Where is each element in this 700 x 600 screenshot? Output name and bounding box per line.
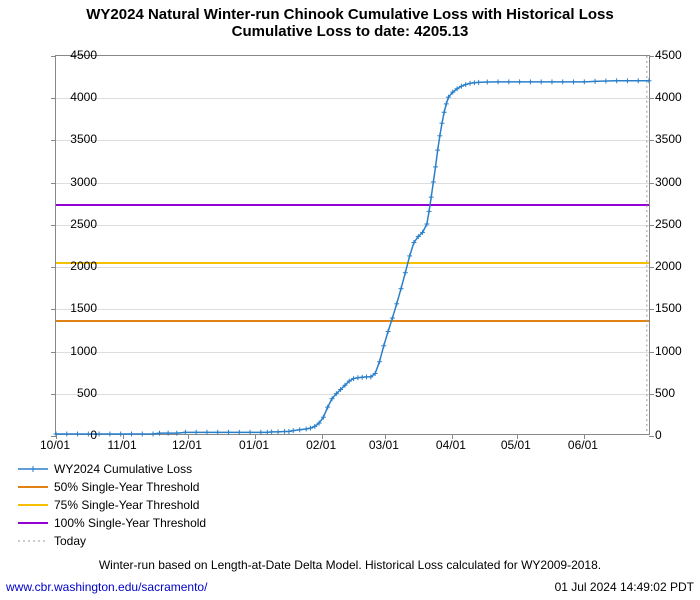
legend-swatch: [18, 480, 48, 494]
legend-label: WY2024 Cumulative Loss: [54, 462, 192, 476]
y-tick-label-right: 2500: [655, 217, 700, 231]
chart-title: WY2024 Natural Winter-run Chinook Cumula…: [0, 0, 700, 40]
legend: WY2024 Cumulative Loss 50% Single-Year Th…: [18, 460, 206, 550]
y-tick-label-right: 0: [655, 428, 700, 442]
legend-item: 100% Single-Year Threshold: [18, 514, 206, 532]
legend-label: Today: [54, 534, 86, 548]
legend-item: Today: [18, 532, 206, 550]
legend-swatch: [18, 516, 48, 530]
x-tick-label: 10/01: [40, 438, 70, 452]
y-tick-label-left: 3000: [52, 175, 97, 189]
legend-swatch: [18, 462, 48, 476]
footnote: Winter-run based on Length-at-Date Delta…: [0, 558, 700, 572]
x-tick-label: 11/01: [107, 438, 136, 452]
generation-timestamp: 01 Jul 2024 14:49:02 PDT: [555, 580, 694, 594]
y-tick-label-right: 4500: [655, 48, 700, 62]
y-tick-label-left: 1500: [52, 301, 97, 315]
series-line: [56, 81, 649, 434]
legend-swatch: [18, 498, 48, 512]
title-line-1: WY2024 Natural Winter-run Chinook Cumula…: [0, 6, 700, 23]
y-tick-label-left: 4000: [52, 90, 97, 104]
legend-item: WY2024 Cumulative Loss: [18, 460, 206, 478]
x-tick-label: 01/01: [239, 438, 269, 452]
legend-swatch: [18, 534, 48, 548]
y-tick-label-right: 4000: [655, 90, 700, 104]
plot-area: [55, 55, 650, 435]
legend-item: 75% Single-Year Threshold: [18, 496, 206, 514]
source-url: www.cbr.washington.edu/sacramento/: [6, 580, 207, 594]
y-tick-label-left: 2000: [52, 259, 97, 273]
legend-label: 75% Single-Year Threshold: [54, 498, 199, 512]
y-tick-label-right: 1000: [655, 344, 700, 358]
title-line-2: Cumulative Loss to date: 4205.13: [0, 23, 700, 40]
y-tick-label-right: 2000: [655, 259, 700, 273]
x-tick-label: 04/01: [436, 438, 466, 452]
y-tick-label-left: 2500: [52, 217, 97, 231]
y-tick-label-left: 1000: [52, 344, 97, 358]
y-tick-label-left: 3500: [52, 132, 97, 146]
y-tick-label-left: 500: [52, 386, 97, 400]
y-tick-label-right: 1500: [655, 301, 700, 315]
y-tick-label-right: 3500: [655, 132, 700, 146]
x-tick-label: 12/01: [172, 438, 202, 452]
x-tick-label: 02/01: [306, 438, 336, 452]
x-tick-label: 06/01: [568, 438, 598, 452]
x-tick-label: 05/01: [501, 438, 531, 452]
legend-label: 50% Single-Year Threshold: [54, 480, 199, 494]
legend-item: 50% Single-Year Threshold: [18, 478, 206, 496]
y-tick-label-left: 4500: [52, 48, 97, 62]
data-svg: [56, 56, 649, 434]
y-tick-label-right: 500: [655, 386, 700, 400]
x-tick-label: 03/01: [369, 438, 399, 452]
y-tick-label-right: 3000: [655, 175, 700, 189]
legend-label: 100% Single-Year Threshold: [54, 516, 206, 530]
